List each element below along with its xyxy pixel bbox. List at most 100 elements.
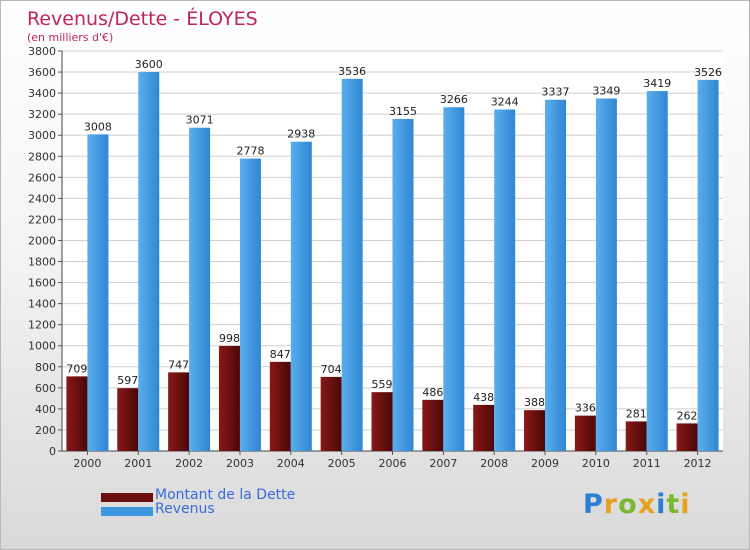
logo-letter: i [680,489,691,520]
bar-dette [625,421,647,451]
data-label: 3600 [135,58,163,71]
data-label: 3008 [84,120,112,133]
logo-letter: r [603,489,619,520]
legend-label-dette: Montant de la Dette [155,487,296,503]
legend-label-revenus: Revenus [155,501,215,517]
data-label: 3526 [694,66,722,79]
x-tick-label: 2004 [277,457,305,470]
bar-revenus [595,98,617,451]
bar-revenus [697,79,719,451]
data-label: 2938 [287,128,315,141]
y-tick-label: 0 [49,445,56,458]
data-label: 3419 [643,77,671,90]
data-label: 438 [473,391,494,404]
bar-revenus [87,134,109,452]
y-tick-label: 3400 [28,87,56,100]
y-tick-label: 3800 [28,45,56,58]
data-label: 486 [422,386,443,399]
data-label: 709 [66,362,87,375]
data-label: 3071 [186,114,214,127]
logo-letter: x [637,489,657,520]
bar-dette [473,404,495,451]
bar-dette [524,410,546,451]
logo-letter: P [583,489,604,520]
bar-dette [269,361,291,451]
logo-letter: t [666,489,681,520]
data-label: 3266 [440,93,468,106]
data-label: 559 [372,378,393,391]
bar-dette [218,345,240,451]
x-tick-label: 2012 [684,457,712,470]
logo-letter: i [656,489,667,520]
bar-revenus [392,118,414,451]
bar-dette [371,392,393,451]
data-label: 336 [575,402,596,415]
x-tick-label: 2011 [633,457,661,470]
x-tick-label: 2003 [226,457,254,470]
y-tick-label: 800 [35,361,56,374]
legend-swatch-dette [101,493,153,502]
x-tick-label: 2002 [175,457,203,470]
data-label: 747 [168,358,189,371]
bar-dette [66,376,88,451]
y-tick-label: 1400 [28,298,56,311]
bar-revenus [443,107,465,452]
y-tick-label: 1600 [28,277,56,290]
bar-dette [320,376,342,451]
x-tick-label: 2006 [379,457,407,470]
y-tick-label: 1000 [28,340,56,353]
y-tick-label: 2600 [28,171,56,184]
y-tick-label: 3600 [28,66,56,79]
bar-revenus [138,72,160,451]
proxiti-logo: Proxiti [583,489,691,520]
bar-revenus [646,91,668,452]
bar-dette [676,423,698,451]
y-tick-label: 200 [35,424,56,437]
data-label: 847 [270,348,291,361]
bar-revenus [239,158,261,451]
logo-letter: o [618,489,638,520]
data-label: 3337 [542,86,570,99]
data-label: 597 [117,374,138,387]
x-tick-label: 2009 [531,457,559,470]
x-tick-label: 2007 [429,457,457,470]
y-tick-label: 400 [35,403,56,416]
data-label: 3155 [389,105,417,118]
y-tick-label: 2200 [28,213,56,226]
y-tick-label: 2400 [28,192,56,205]
y-tick-label: 1200 [28,319,56,332]
data-label: 388 [524,396,545,409]
x-tick-label: 2005 [328,457,356,470]
data-label: 281 [626,407,647,420]
bar-dette [574,415,596,451]
x-tick-label: 2010 [582,457,610,470]
chart-title: Revenus/Dette - ÉLOYES [27,8,258,30]
bar-dette [422,399,444,451]
y-tick-label: 2000 [28,234,56,247]
data-label: 3349 [592,84,620,97]
data-label: 262 [677,409,698,422]
data-label: 998 [219,332,240,345]
data-label: 3536 [338,65,366,78]
x-tick-label: 2008 [480,457,508,470]
bar-revenus [189,127,211,451]
bar-revenus [341,78,363,451]
y-tick-label: 600 [35,382,56,395]
bar-revenus [290,141,312,451]
data-label: 3244 [491,96,519,109]
y-tick-label: 1800 [28,256,56,269]
bar-revenus [494,109,516,452]
y-tick-label: 2800 [28,150,56,163]
x-tick-label: 2001 [124,457,152,470]
y-tick-label: 3000 [28,129,56,142]
y-tick-label: 3200 [28,108,56,121]
chart-subtitle: (en milliers d'€) [27,31,114,44]
bar-revenus [545,99,567,451]
data-label: 2778 [236,145,264,158]
x-tick-label: 2000 [73,457,101,470]
legend-swatch-revenus [101,507,153,516]
bar-dette [168,372,190,451]
data-label: 704 [321,363,342,376]
